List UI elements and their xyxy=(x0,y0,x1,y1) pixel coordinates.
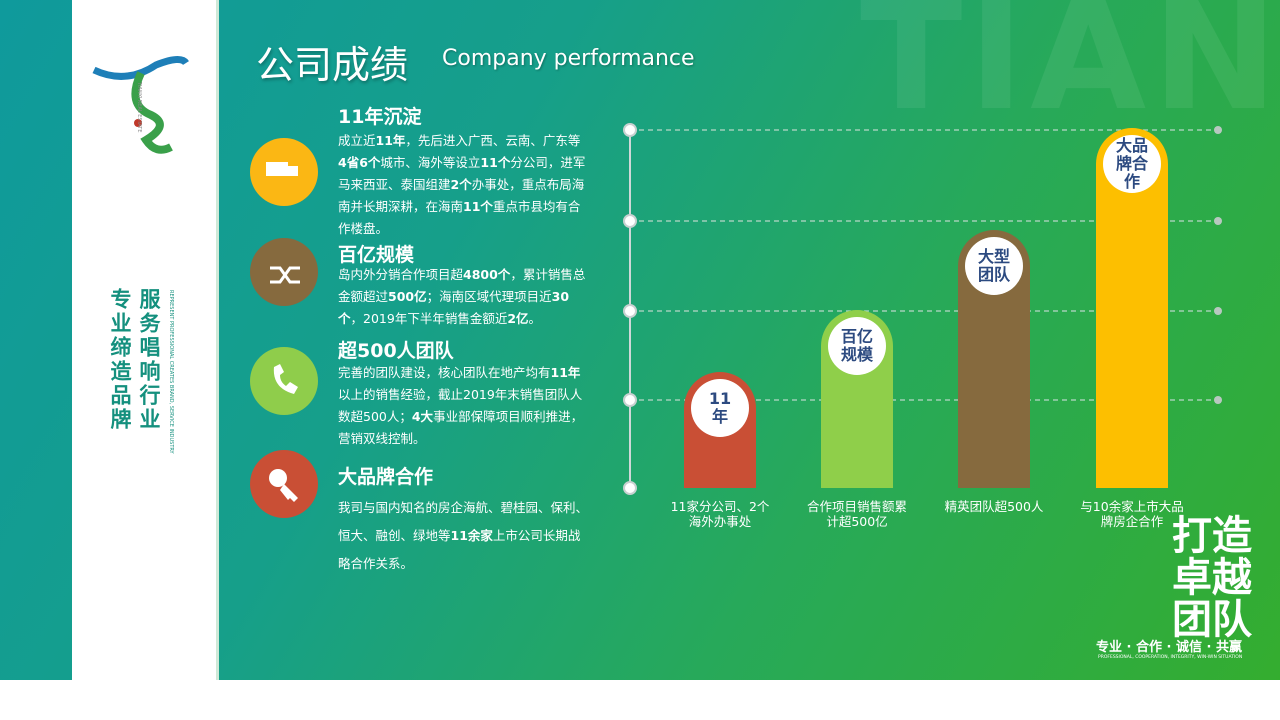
pillar-caption: 合作项目销售额累计超500亿 xyxy=(806,499,907,529)
section-body: 我司与国内知名的房企海航、碧桂园、保利、恒大、融创、绿地等11余家上市公司长期战… xyxy=(338,494,588,578)
logo-text: TIANYI REAL ESTATE xyxy=(136,82,142,133)
text: 以上的销售经验，截止2019年末销售团队人数超500人； xyxy=(338,387,583,424)
pillar-caption: 与10余家上市大品牌房企合作 xyxy=(1080,499,1184,529)
highlight: 2亿 xyxy=(507,311,529,326)
pillar-label: 百亿规模 xyxy=(840,327,873,364)
highlight: 4大 xyxy=(411,409,434,424)
highlight: 2个 xyxy=(450,177,472,192)
text: 上市公司长期战略合作关系。 xyxy=(338,528,581,571)
text: 分公司，进军马来西亚、泰国组建 xyxy=(338,155,586,192)
highlight: 11年 xyxy=(375,133,406,148)
highlight: 11个 xyxy=(480,155,511,170)
watermark: TIANYI xyxy=(860,0,1280,144)
section-title: 超500人团队 xyxy=(338,340,454,362)
text: 成立近 xyxy=(338,133,376,148)
slogan: 服务唱响行业 xyxy=(137,288,161,432)
text: 办事处，重点布局海南并长期深耕，在海南 xyxy=(338,177,585,214)
motto-en: PROFESSIONAL, COOPERATION, INTEGRITY, WI… xyxy=(1098,655,1243,660)
pillar-label: 大型团队 xyxy=(977,247,1010,284)
icon-glyphs xyxy=(266,162,300,502)
highlight: 30个 xyxy=(338,289,570,326)
pillar-badge: 11年 xyxy=(691,379,749,437)
highlight: 11余家 xyxy=(450,528,493,543)
text: ，先后进入广西、云南、广东等 xyxy=(405,133,581,148)
highlight: 4800个 xyxy=(463,267,511,282)
highlight: 11个 xyxy=(463,199,493,214)
highlight: 4省6个 xyxy=(338,155,381,170)
motto: 专业 · 合作 · 诚信 · 共赢 xyxy=(1096,640,1242,655)
section-title: 大品牌合作 xyxy=(338,466,434,488)
highlight: 500亿 xyxy=(388,289,427,304)
pillar-caption: 11家分公司、2个海外办事处 xyxy=(670,499,770,529)
pillar-label: 11年 xyxy=(708,389,732,426)
text: 岛内外分销合作项目超 xyxy=(338,267,464,282)
slogan: 专业缔造品牌 xyxy=(108,288,132,432)
pillar-caption: 精英团队超500人 xyxy=(944,499,1044,514)
text: 城市、海外等设立 xyxy=(380,155,481,170)
text: 。 xyxy=(528,311,542,326)
slogan-en: REPRESENT PROFESSIONAL CREATES BRAND, SE… xyxy=(168,290,174,454)
calligraphy: 打造卓越团队 xyxy=(1172,512,1252,643)
text: 重点市县均有合作楼盘。 xyxy=(338,199,581,236)
text: 事业部保障项目顺利推进，营销双线控制。 xyxy=(338,409,584,446)
title: 公司成绩 xyxy=(256,43,409,87)
icon-phone xyxy=(250,347,318,415)
text: 完善的团队建设，核心团队在地产均有 xyxy=(338,365,551,380)
logo xyxy=(92,56,189,154)
highlight: 11年 xyxy=(550,365,581,380)
section-title: 11年沉淀 xyxy=(338,106,422,128)
sidebar: TIANYI REAL ESTATE 服务唱响行业 专业缔造品牌 REPRESE… xyxy=(72,0,219,680)
section-body: 岛内外分销合作项目超4800个，累计销售总金额超过500亿；海南区域代理项目近3… xyxy=(338,264,588,330)
section-title: 百亿规模 xyxy=(338,244,415,266)
section-body: 完善的团队建设，核心团队在地产均有11年以上的销售经验，截止2019年末销售团队… xyxy=(338,362,588,450)
slide: TIANYI TIANYI REAL ESTATE 服务唱响行业 专业缔造品牌 … xyxy=(0,0,1280,680)
text: ，2019年下半年销售金额近 xyxy=(350,311,508,326)
pillar-chart xyxy=(623,123,1222,495)
text: ，累计销售总金额超过 xyxy=(338,267,586,304)
pillar-badge: 大型团队 xyxy=(965,237,1023,295)
section-body: 成立近11年，先后进入广西、云南、广东等4省6个城市、海外等设立11个分公司，进… xyxy=(338,130,588,240)
pillar-label: 大品牌合作 xyxy=(1115,136,1148,191)
pillar-badge: 百亿规模 xyxy=(828,317,886,375)
text: ；海南区域代理项目近 xyxy=(426,289,552,304)
pillar-badge: 大品牌合作 xyxy=(1103,135,1161,193)
text: 我司与国内知名的房企海航、碧桂园、保利、恒大、融创、绿地等 xyxy=(338,500,589,543)
subtitle: Company performance xyxy=(442,46,695,71)
